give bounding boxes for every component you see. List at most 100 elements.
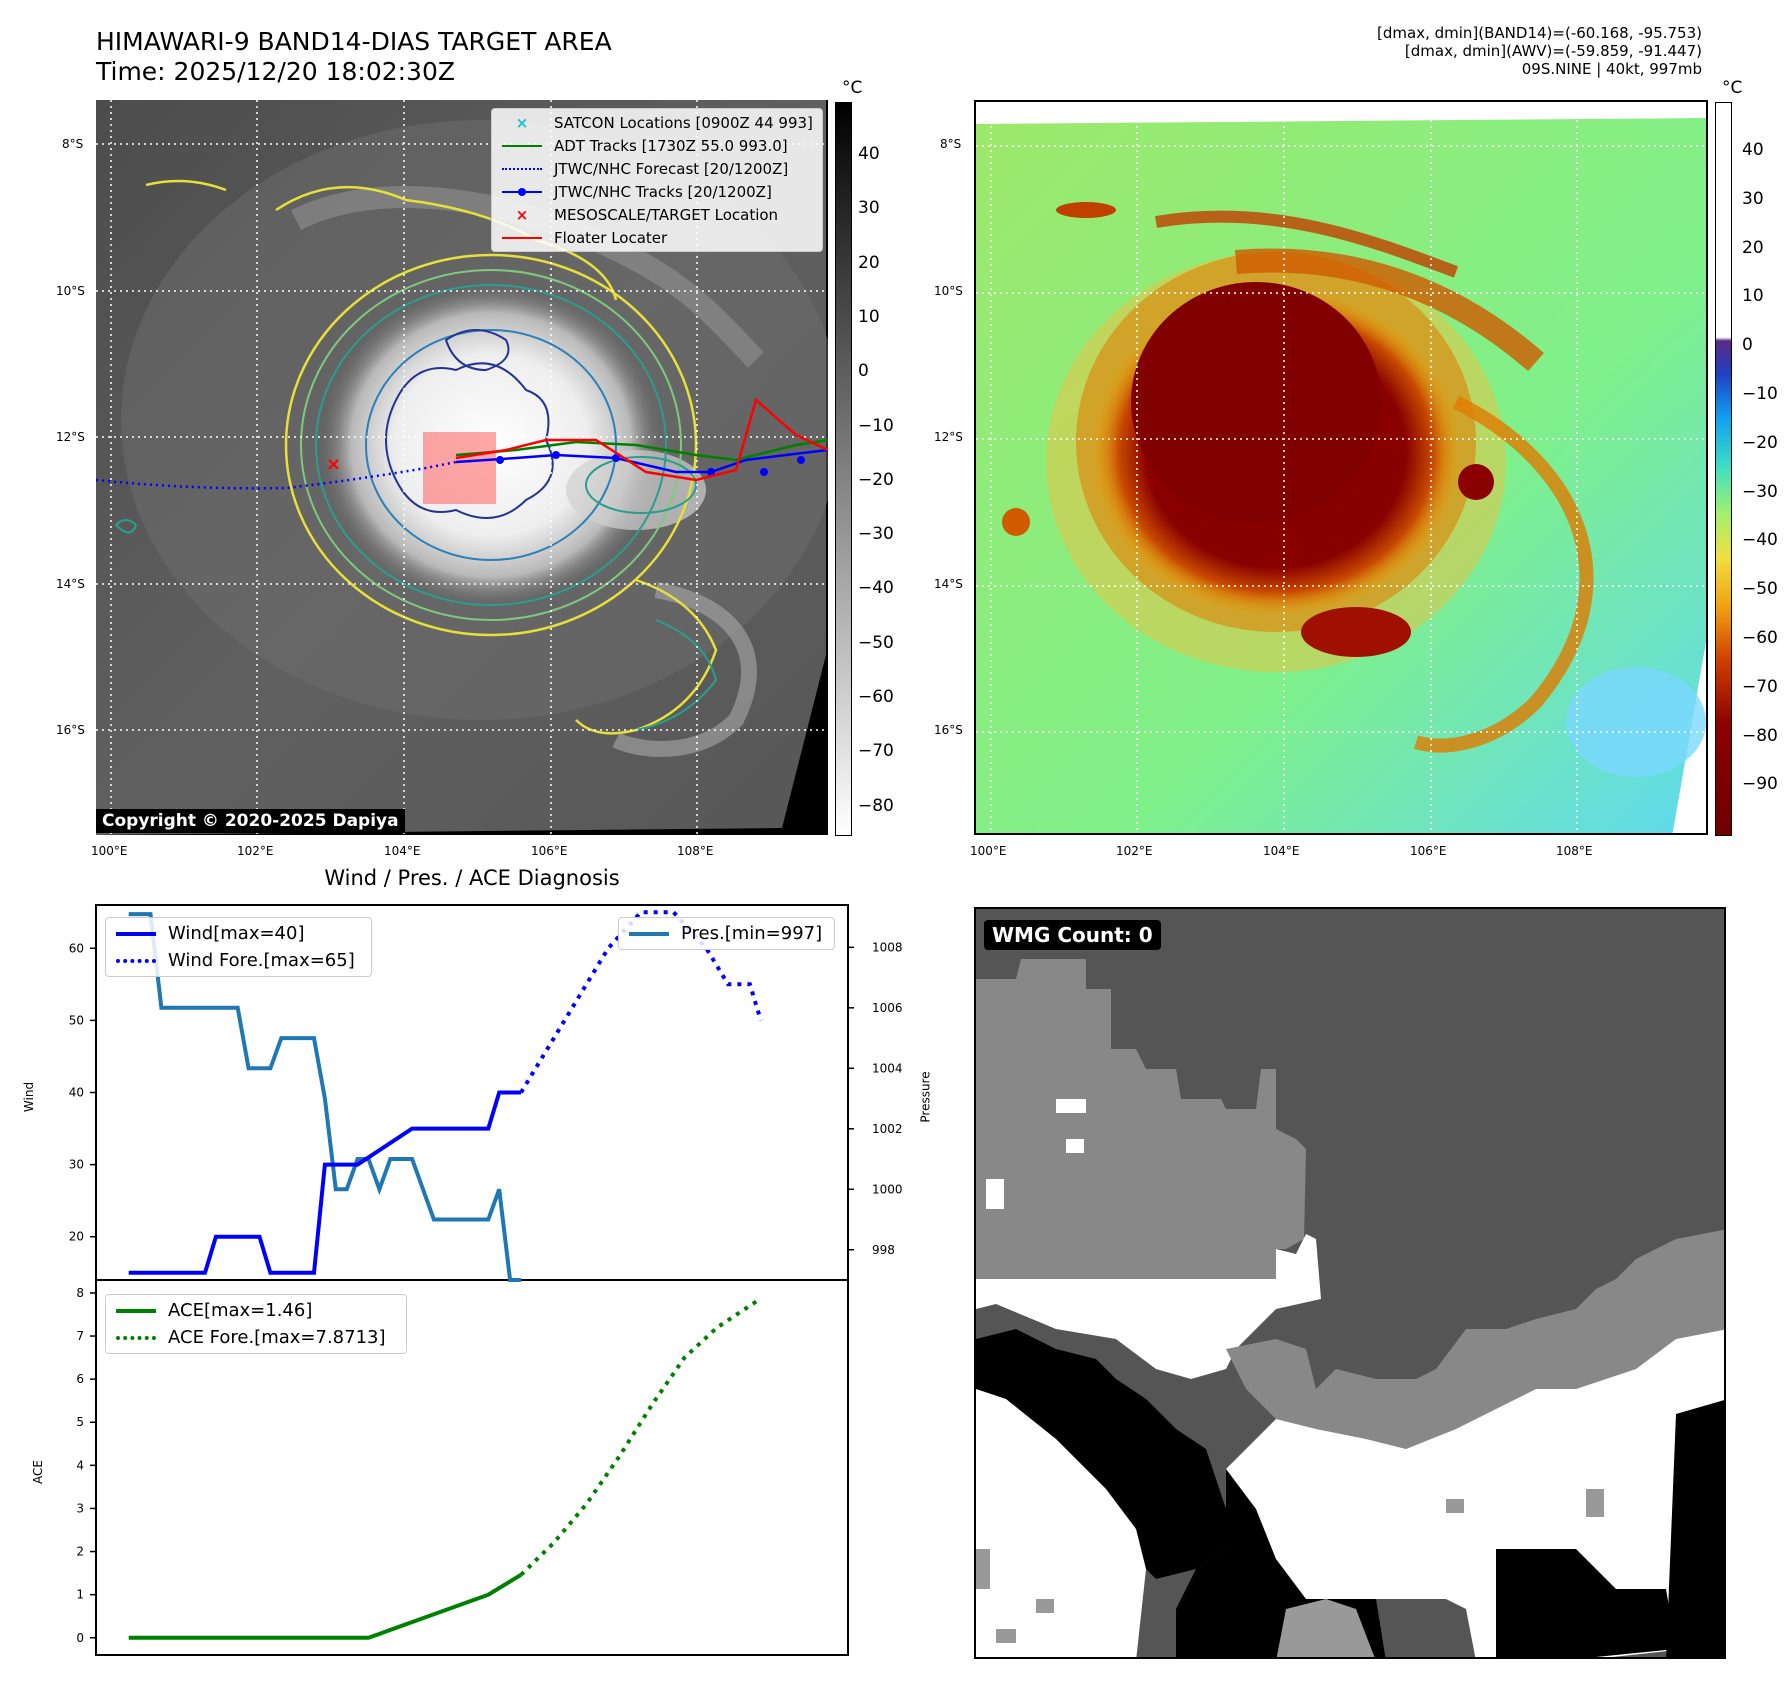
colorbar-tick-label: −70 [858, 741, 894, 762]
pressure-tick-label: 1008 [872, 940, 903, 954]
ace-tick-label: 2 [76, 1545, 84, 1559]
colorbar-tick-label: 10 [1742, 286, 1764, 307]
color-colorbar [1715, 102, 1732, 836]
color-lon-label: 102°E [1116, 844, 1153, 858]
color-lat-label: 8°S [940, 137, 962, 151]
ace-tick-label: 1 [76, 1588, 84, 1602]
title-line2: Time: 2025/12/20 18:02:30Z [96, 57, 455, 86]
ir-lon-label: 108°E [677, 844, 714, 858]
jtwc-forecast-track [96, 460, 457, 490]
legend-item-ace-fore: ACE Fore.[max=7.8713] [106, 1324, 406, 1351]
ace-tick-label: 4 [76, 1458, 84, 1472]
ace-tick-label: 5 [76, 1415, 84, 1429]
pressure-tick-label: 1000 [872, 1182, 903, 1196]
legend-item-adt: ADT Tracks [1730Z 55.0 993.0] [492, 134, 822, 157]
colorbar-tick-label: −80 [858, 795, 894, 816]
dotted-swatch-icon [116, 1335, 156, 1340]
series-line-ace-fore- [519, 1296, 762, 1577]
adt-track [455, 438, 828, 462]
line-swatch-icon [116, 931, 156, 936]
ir-gridlines [96, 100, 828, 835]
legend-item-pres: Pres.[min=997] [619, 920, 834, 947]
wmg-image [976, 909, 1724, 1657]
colorbar-tick-label: −70 [1742, 676, 1778, 697]
colorbar-tick-label: −50 [1742, 579, 1778, 600]
colorbar-tick-label: −50 [858, 632, 894, 653]
ir-lat-label: 16°S [56, 723, 85, 737]
legend-item-satcon: × SATCON Locations [0900Z 44 993] [492, 111, 822, 134]
pressure-tick-label: 1002 [872, 1122, 903, 1136]
line-swatch-icon [502, 236, 542, 239]
pressure-ylabel: Pressure [918, 1071, 933, 1123]
ir-lat-label: 10°S [56, 284, 85, 298]
colorbar-tick-label: −30 [1742, 481, 1778, 502]
diagnosis-title: Wind / Pres. / ACE Diagnosis [324, 866, 620, 890]
wind-tick-label: 50 [69, 1013, 84, 1027]
ir-lat-label: 8°S [62, 137, 84, 151]
ir-map-panel: × [96, 100, 828, 835]
target-marker: × [326, 454, 341, 475]
color-lon-label: 106°E [1410, 844, 1447, 858]
color-map-panel [974, 100, 1708, 835]
ace-tick-label: 7 [76, 1329, 84, 1343]
ace-tick-label: 3 [76, 1501, 84, 1515]
legend-item-jtwc-tracks: JTWC/NHC Tracks [20/1200Z] [492, 180, 822, 203]
main-title: HIMAWARI-9 BAND14-DIAS TARGET AREA Time:… [96, 27, 612, 87]
colorbar-tick-label: 30 [858, 198, 880, 219]
jtwc-track-points [496, 451, 805, 476]
series-line-ace [128, 1573, 523, 1640]
info-line1: [dmax, dmin](BAND14)=(-60.168, -95.753) [1377, 24, 1702, 42]
legend-item-target: × MESOSCALE/TARGET Location [492, 203, 822, 226]
ir-colorbar-unit: °C [842, 78, 863, 98]
floater-locater [455, 397, 828, 482]
color-lat-label: 16°S [934, 723, 963, 737]
pressure-tick-label: 1006 [872, 1001, 903, 1015]
colorbar-tick-label: 30 [1742, 188, 1764, 209]
line-dot-swatch-icon [502, 187, 542, 196]
color-lat-label: 12°S [934, 430, 963, 444]
ir-lat-label: 14°S [56, 577, 85, 591]
colorbar-tick-label: 40 [1742, 140, 1764, 160]
target-area-box [423, 432, 496, 504]
color-lon-label: 108°E [1556, 844, 1593, 858]
colorbar-tick-label: −10 [1742, 384, 1778, 404]
ace-tick-label: 6 [76, 1372, 84, 1386]
ace-tick-label: 8 [76, 1286, 84, 1300]
colorbar-tick-label: −40 [858, 578, 894, 599]
pressure-tick-label: 998 [872, 1243, 895, 1257]
legend-item-floater: Floater Locater [492, 226, 822, 249]
wmg-panel [974, 907, 1726, 1659]
colorbar-tick-label: −80 [1742, 725, 1778, 746]
legend-item-ace: ACE[max=1.46] [106, 1297, 406, 1324]
jtwc-track [455, 448, 828, 474]
wind-ylabel: Wind [22, 1081, 37, 1113]
pressure-legend: Pres.[min=997] [618, 917, 835, 950]
ace-axes-frame [95, 1279, 849, 1656]
colorbar-tick-label: −10 [858, 415, 894, 436]
ace-legend: ACE[max=1.46] ACE Fore.[max=7.8713] [105, 1294, 407, 1354]
wind-tick-label: 20 [69, 1230, 84, 1244]
colorbar-tick-label: 40 [858, 144, 880, 164]
ir-lon-label: 102°E [237, 844, 274, 858]
dotted-swatch-icon [502, 167, 542, 170]
colorbar-tick-label: −20 [1742, 432, 1778, 453]
legend-item-jtwc-forecast: JTWC/NHC Forecast [20/1200Z] [492, 157, 822, 180]
color-lon-label: 100°E [970, 844, 1007, 858]
ace-tick-label: 0 [76, 1631, 84, 1645]
line-swatch-icon [502, 144, 542, 147]
dotted-swatch-icon [116, 958, 156, 963]
colorbar-tick-label: 0 [1742, 335, 1753, 356]
colorbar-tick-label: 10 [858, 306, 880, 327]
ir-lon-label: 100°E [91, 844, 128, 858]
colorbar-tick-label: 20 [1742, 237, 1764, 258]
ace-ylabel: ACE [30, 1460, 45, 1484]
series-line-wind [128, 1090, 521, 1275]
x-marker-icon: × [515, 113, 529, 132]
x-marker-icon: × [515, 205, 529, 224]
color-lat-label: 14°S [934, 577, 963, 591]
ir-legend: × SATCON Locations [0900Z 44 993] ADT Tr… [491, 108, 823, 252]
wind-tick-label: 60 [69, 941, 84, 955]
legend-item-wind-fore: Wind Fore.[max=65] [106, 947, 371, 974]
title-line1: HIMAWARI-9 BAND14-DIAS TARGET AREA [96, 27, 612, 56]
